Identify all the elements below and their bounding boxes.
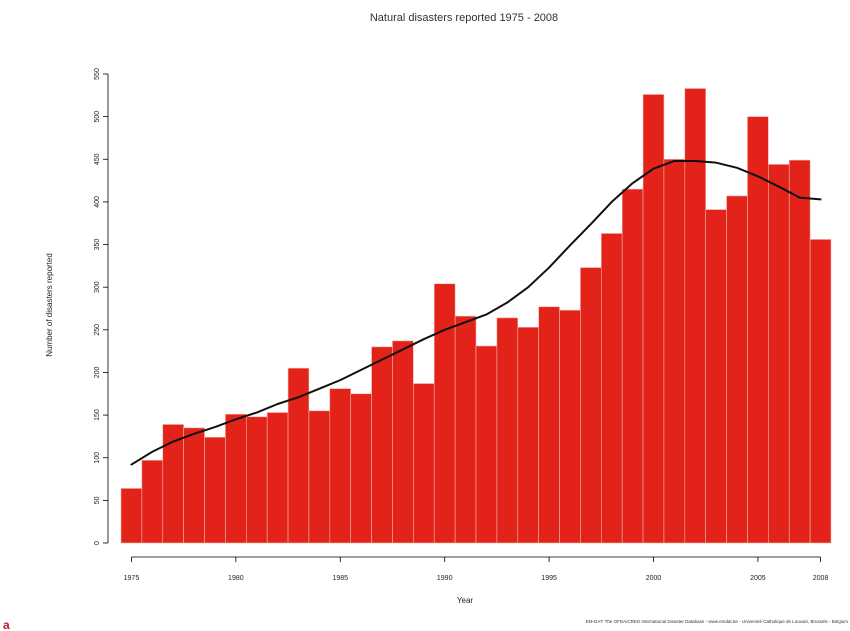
bar-2003 [705,209,727,544]
bar-1993 [496,317,519,544]
y-tick-label-100: 100 [94,452,101,464]
bar-1989 [413,383,435,544]
bar-1991 [454,315,477,544]
bar-1976 [141,459,164,544]
x-tick-label-1995: 1995 [541,575,557,582]
x-axis-label: Year [457,596,474,605]
bar-2008 [809,239,832,544]
bar-2006 [768,164,790,544]
bar-1992 [475,345,498,544]
axes-layer: 0 50 100 150 200 250 300 350 400 450 500 550 1975 198… [94,68,828,582]
y-tick-label-300: 300 [94,281,101,293]
x-tick-label-1990: 1990 [437,575,453,582]
bar-1995 [538,306,560,544]
y-tick-label-200: 200 [94,367,101,379]
y-tick-label-500: 500 [94,111,101,123]
bar-1978 [183,427,205,544]
y-tick-label-50: 50 [94,496,101,504]
bar-1982 [266,412,289,544]
bar-1988 [392,340,414,544]
bar-1998 [600,233,623,544]
trend-line [130,159,822,466]
bar-1987 [371,346,393,544]
x-tick-label-2008: 2008 [813,575,829,582]
panel-letter: a [3,618,10,631]
y-tick-label-350: 350 [94,239,101,251]
bar-1997 [580,267,602,544]
trend-layer [130,159,822,466]
bar-1984 [308,410,331,544]
bar-1980 [225,413,247,544]
bar-1990 [433,283,456,544]
bar-1986 [350,393,372,544]
y-axis-label: Number of disasters reported [45,253,54,357]
y-tick-label-0: 0 [94,541,101,545]
x-tick-label-2005: 2005 [750,575,766,582]
bar-2007 [788,159,811,544]
x-tick-label-1975: 1975 [124,575,140,582]
bar-1999 [621,188,644,544]
bar-1979 [204,436,226,544]
bar-2000 [642,94,665,544]
bar-1981 [245,416,268,544]
y-tick-label-450: 450 [94,153,101,165]
bar-2004 [726,195,748,544]
bar-2001 [663,158,686,544]
bar-1996 [559,309,581,544]
bars-layer [120,88,832,544]
bar-1994 [517,326,539,544]
bar-2002 [684,88,707,544]
chart-title: Natural disasters reported 1975 - 2008 [370,12,558,24]
y-tick-label-250: 250 [94,324,101,336]
x-tick-label-1980: 1980 [228,575,244,582]
source-note: EM-DAT: The OFDA/CRED International Disa… [586,619,848,624]
x-tick-label-2000: 2000 [646,575,662,582]
y-tick-label-400: 400 [94,196,101,208]
bar-1975 [120,488,143,544]
y-tick-label-150: 150 [94,409,101,421]
x-tick-label-1985: 1985 [332,575,348,582]
bar-1985 [329,388,352,544]
y-tick-label-550: 550 [94,68,101,80]
